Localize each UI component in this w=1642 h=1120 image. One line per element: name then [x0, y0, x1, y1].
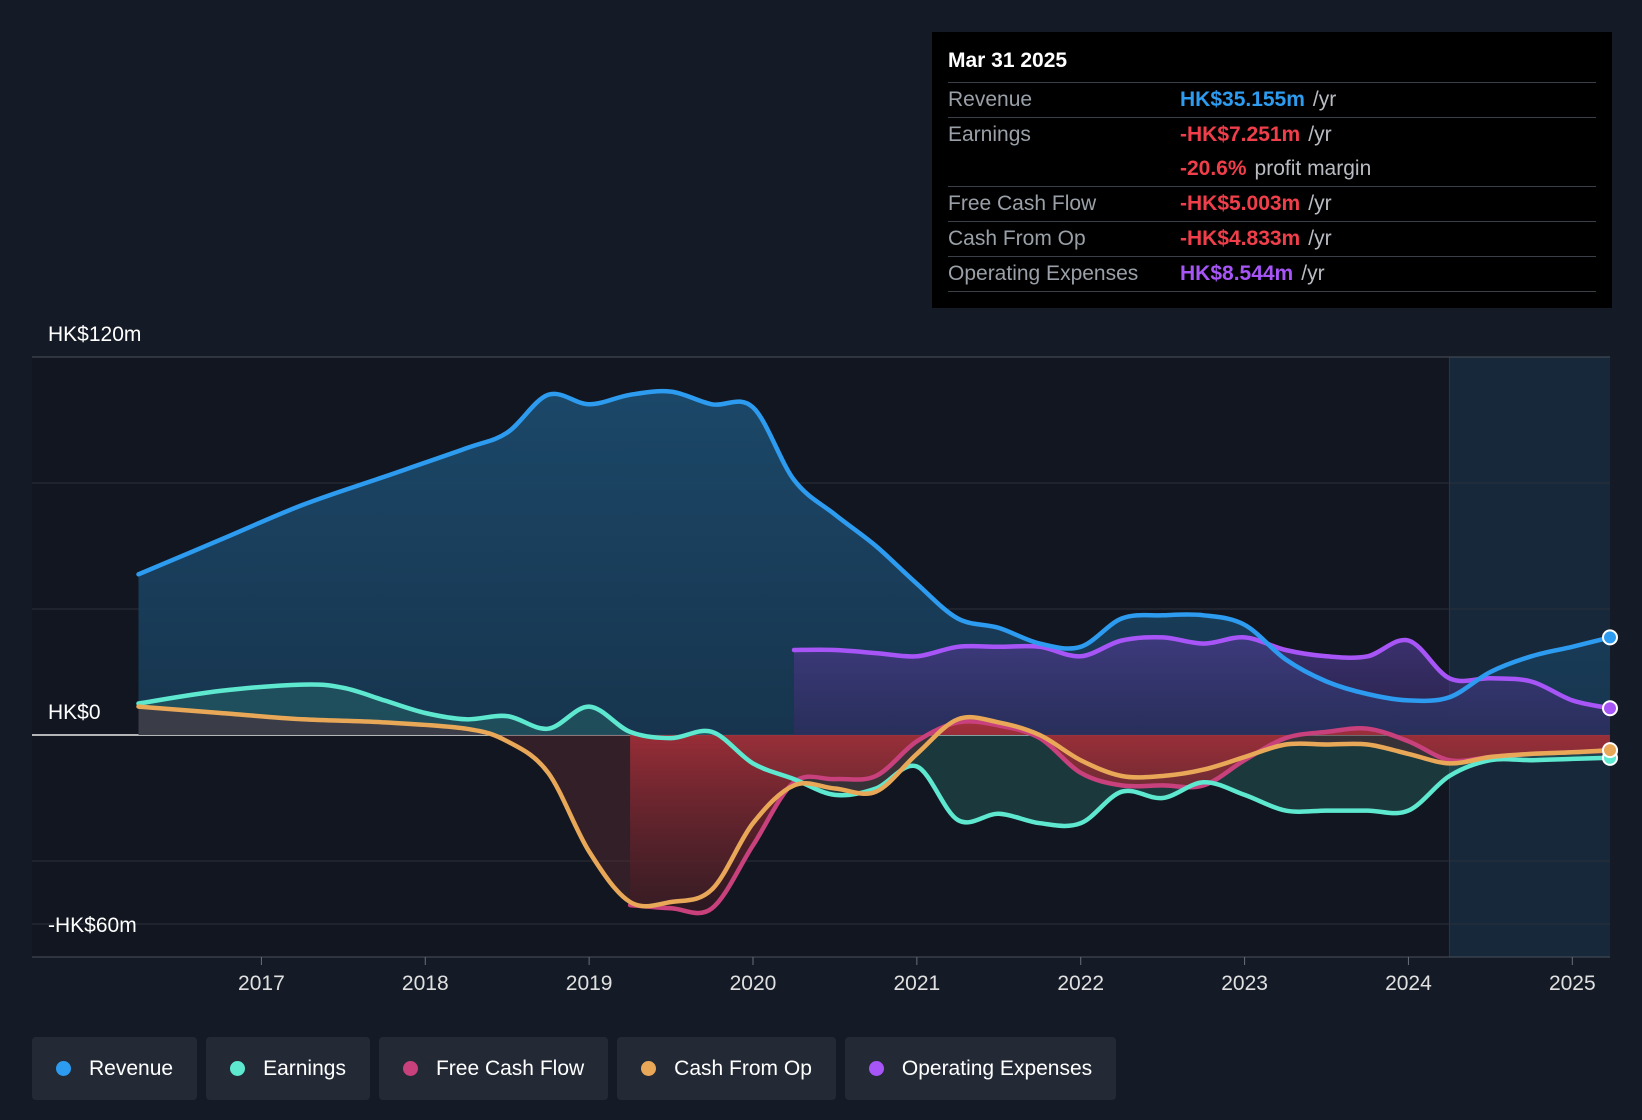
tooltip-value: -HK$5.003m [1180, 192, 1301, 215]
tooltip-unit: /yr [1308, 123, 1332, 146]
x-tick-label: 2020 [730, 972, 777, 995]
tooltip-label: Earnings [948, 123, 1031, 146]
legend-label: Free Cash Flow [435, 1056, 585, 1080]
tooltip-value: HK$8.544m [1180, 262, 1294, 285]
operating-expenses-area [793, 637, 1610, 735]
revenue-line [136, 388, 1613, 704]
tooltip-row-free-cash-flow: Free Cash Flow -HK$5.003m /yr [948, 186, 1596, 221]
legend-label: Revenue [89, 1056, 174, 1080]
legend-dot-icon [868, 1061, 884, 1076]
legend: Revenue Earnings Free Cash Flow Cash Fro… [32, 1037, 1117, 1100]
y-label-top: HK$120m [48, 323, 141, 346]
tooltip-label: Revenue [948, 88, 1033, 111]
legend-dot-icon [230, 1061, 246, 1076]
tooltip-row-profit-margin: -20.6% profit margin [948, 152, 1596, 186]
legend-item-earnings[interactable]: Earnings [206, 1037, 370, 1100]
tooltip-row-earnings: Earnings -HK$7.251m /yr [948, 117, 1596, 152]
x-tick-label: 2017 [238, 972, 285, 995]
legend-dot-icon [56, 1061, 71, 1076]
operating-expenses-end-marker [1602, 700, 1618, 717]
cash-from-op-line [136, 704, 1613, 909]
tooltip-label: Cash From Op [948, 227, 1086, 250]
tooltip-value: HK$35.155m [1180, 88, 1305, 111]
tooltip-value: -HK$4.833m [1180, 227, 1301, 250]
legend-item-operating-expenses[interactable]: Operating Expenses [844, 1037, 1117, 1100]
tooltip-label: Operating Expenses [948, 262, 1139, 285]
chart-area: 2017 2018 2019 2020 2021 2022 2023 2024 2025 HK$1… [32, 323, 1618, 995]
tooltip-row-operating-expenses: Operating Expenses HK$8.544m /yr [948, 256, 1596, 292]
legend-item-cash-from-op[interactable]: Cash From Op [617, 1037, 836, 1100]
legend-dot-icon [641, 1061, 657, 1076]
tooltip-row-revenue: Revenue HK$35.155m /yr [948, 82, 1596, 117]
x-tick-label: 2018 [402, 972, 449, 995]
x-tick-label: 2025 [1549, 972, 1596, 995]
tooltip-unit: /yr [1312, 88, 1337, 111]
x-tick-label: 2024 [1385, 972, 1432, 995]
y-label-zero: HK$0 [48, 701, 101, 724]
legend-label: Cash From Op [674, 1056, 812, 1080]
earnings-line [136, 682, 1613, 829]
x-tick-label: 2021 [894, 972, 941, 995]
tooltip-date: Mar 31 2025 [948, 49, 1068, 72]
legend-item-free-cash-flow[interactable]: Free Cash Flow [378, 1037, 609, 1100]
tooltip-unit: /yr [1308, 192, 1332, 215]
y-label-bottom: -HK$60m [48, 914, 137, 937]
tooltip-panel: Mar 31 2025 Revenue HK$35.155m /yr Earni… [932, 32, 1612, 308]
legend-label: Operating Expenses [901, 1056, 1093, 1080]
legend-dot-icon [402, 1061, 418, 1076]
tooltip-row-cash-from-op: Cash From Op -HK$4.833m /yr [948, 221, 1596, 256]
tooltip-label: Free Cash Flow [948, 192, 1097, 215]
tooltip-unit: /yr [1301, 262, 1325, 285]
legend-label: Earnings [263, 1056, 346, 1080]
tooltip-unit: profit margin [1254, 157, 1372, 180]
x-tick-label: 2022 [1057, 972, 1104, 995]
free-cash-flow-area [630, 721, 1610, 914]
revenue-end-marker [1602, 629, 1618, 646]
legend-item-revenue[interactable]: Revenue [32, 1037, 198, 1100]
tooltip-value: -20.6% [1180, 157, 1247, 180]
x-tick-label: 2023 [1221, 972, 1268, 995]
cash-from-op-end-marker [1602, 742, 1618, 759]
x-tick-label: 2019 [566, 972, 613, 995]
tooltip-value: -HK$7.251m [1180, 123, 1301, 146]
tooltip-unit: /yr [1308, 227, 1332, 250]
